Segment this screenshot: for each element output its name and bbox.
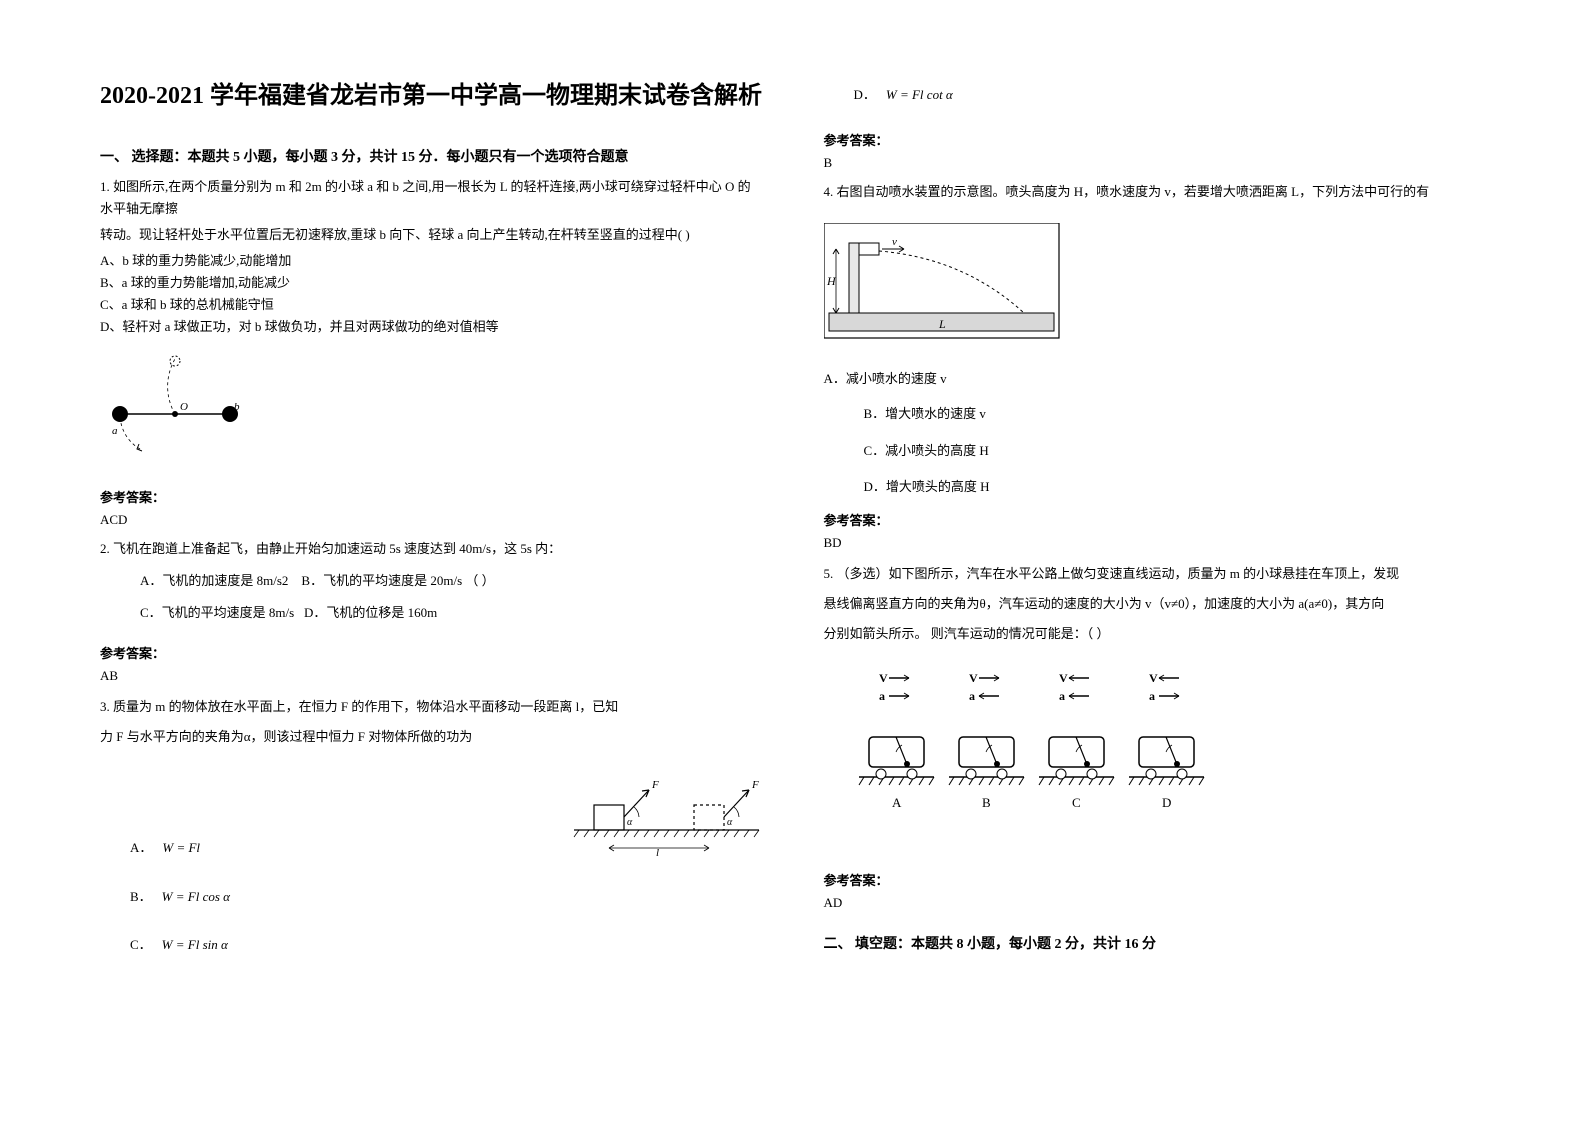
svg-text:D: D xyxy=(1162,795,1171,810)
q1-option-c: C、a 球和 b 球的总机械能守恒 xyxy=(100,294,764,316)
svg-text:B: B xyxy=(982,795,991,810)
q4-answer: BD xyxy=(824,535,1488,551)
right-column: D． W = Fl cot α 参考答案： B 4. 右图自动喷水装置的示意图。… xyxy=(824,80,1488,1082)
q1-option-d: D、轻杆对 a 球做正功，对 b 球做负功，并且对两球做功的绝对值相等 xyxy=(100,316,764,338)
q3-stem-1: 3. 质量为 m 的物体放在水平面上，在恒力 F 的作用下，物体沿水平面移动一段… xyxy=(100,694,764,720)
q4-option-a: A．减小喷水的速度 v xyxy=(824,368,1488,390)
q5-stem-1: 5. （多选）如下图所示，汽车在水平公路上做匀变速直线运动，质量为 m 的小球悬… xyxy=(824,561,1488,587)
q3-optA-label: A． xyxy=(130,838,152,859)
section-1-header: 一、 选择题：本题共 5 小题，每小题 3 分，共计 15 分．每小题只有一个选… xyxy=(100,146,764,166)
q2-answer: AB xyxy=(100,668,764,684)
q3-diagram: F α F α xyxy=(564,770,764,865)
q3-option-c: C． W = Fl sin α xyxy=(130,935,764,956)
q1-stem-1: 1. 如图所示,在两个质量分别为 m 和 2m 的小球 a 和 b 之间,用一根… xyxy=(100,176,764,220)
q3-option-b: B． W = Fl cos α xyxy=(130,887,764,908)
q4-option-c: C．减小喷头的高度 H xyxy=(864,439,1488,464)
svg-text:O: O xyxy=(180,401,188,413)
q4-answer-label: 参考答案： xyxy=(824,510,1488,529)
q3-optB-label: B． xyxy=(130,887,152,908)
svg-text:V: V xyxy=(1059,671,1068,685)
left-column: 2020-2021 学年福建省龙岩市第一中学高一物理期末试卷含解析 一、 选择题… xyxy=(100,80,764,1082)
q2-answer-label: 参考答案： xyxy=(100,643,764,662)
svg-text:l: l xyxy=(656,847,659,859)
svg-text:a: a xyxy=(1059,689,1065,703)
q3-stem-2: 力 F 与水平方向的夹角为α，则该过程中恒力 F 对物体所做的功为 xyxy=(100,724,764,750)
q2-option-c: C．飞机的平均速度是 8m/s xyxy=(140,605,294,620)
q3-answer-label: 参考答案： xyxy=(824,130,1488,149)
q4-option-d: D．增大喷头的高度 H xyxy=(864,475,1488,500)
q1-answer-label: 参考答案： xyxy=(100,487,764,506)
q5-answer-label: 参考答案： xyxy=(824,870,1488,889)
q5-stem-2: 悬线偏离竖直方向的夹角为θ，汽车运动的速度的大小为 v（v≠0），加速度的大小为… xyxy=(824,591,1488,617)
svg-text:a: a xyxy=(1149,689,1155,703)
question-1: 1. 如图所示,在两个质量分别为 m 和 2m 的小球 a 和 b 之间,用一根… xyxy=(100,176,764,339)
q1-stem-2: 转动。现让轻杆处于水平位置后无初速释放,重球 b 向下、轻球 a 向上产生转动,… xyxy=(100,224,764,246)
q2-stem: 2. 飞机在跑道上准备起飞，由静止开始匀加速运动 5s 速度达到 40m/s，这… xyxy=(100,538,764,560)
q3-answer: B xyxy=(824,155,1488,171)
svg-text:F: F xyxy=(651,779,659,791)
q4-diagram: v H L xyxy=(824,223,1488,348)
q5-answer: AD xyxy=(824,895,1488,911)
svg-text:a: a xyxy=(969,689,975,703)
q4-stem: 4. 右图自动喷水装置的示意图。喷头高度为 H，喷水速度为 v，若要增大喷洒距离… xyxy=(824,181,1488,203)
q3-optC-formula: W = Fl sin α xyxy=(162,935,228,956)
svg-text:L: L xyxy=(938,317,946,331)
q2-option-d: D．飞机的位移是 160m xyxy=(304,605,437,620)
question-4: 4. 右图自动喷水装置的示意图。喷头高度为 H，喷水速度为 v，若要增大喷洒距离… xyxy=(824,181,1488,207)
svg-text:H: H xyxy=(826,274,837,288)
q1-answer: ACD xyxy=(100,512,764,528)
page-title: 2020-2021 学年福建省龙岩市第一中学高一物理期末试卷含解析 xyxy=(100,80,764,114)
svg-text:V: V xyxy=(1149,671,1158,685)
q5-stem-3: 分别如箭头所示。 则汽车运动的情况可能是：（ ） xyxy=(824,621,1488,647)
section-2-header: 二、 填空题：本题共 8 小题，每小题 2 分，共计 16 分 xyxy=(824,933,1488,953)
svg-text:a: a xyxy=(112,425,118,437)
q3-optB-formula: W = Fl cos α xyxy=(162,887,230,908)
question-3: 3. 质量为 m 的物体放在水平面上，在恒力 F 的作用下，物体沿水平面移动一段… xyxy=(100,694,764,754)
svg-text:v: v xyxy=(892,236,897,248)
q3-option-d: D． W = Fl cot α xyxy=(854,85,1488,106)
svg-text:C: C xyxy=(1072,795,1081,810)
q1-diagram: O a b xyxy=(100,354,764,469)
svg-text:V: V xyxy=(969,671,978,685)
q2-option-a: A．飞机的加速度是 8m/s2 xyxy=(140,573,288,588)
svg-text:V: V xyxy=(879,671,888,685)
svg-text:b: b xyxy=(234,401,240,413)
q3-option-a: A． W = Fl xyxy=(130,838,200,859)
q1-option-a: A、b 球的重力势能减少,动能增加 xyxy=(100,250,764,272)
svg-text:F: F xyxy=(751,779,759,791)
q3-optA-formula: W = Fl xyxy=(162,838,200,859)
q5-diagram: V a A xyxy=(854,667,1488,852)
q3-optC-label: C． xyxy=(130,935,152,956)
q4-option-b: B．增大喷水的速度 v xyxy=(864,402,1488,427)
svg-text:α: α xyxy=(727,817,733,828)
svg-text:A: A xyxy=(892,795,902,810)
question-2: 2. 飞机在跑道上准备起飞，由静止开始匀加速运动 5s 速度达到 40m/s，这… xyxy=(100,538,764,624)
q2-option-b: B．飞机的平均速度是 20m/s （ ） xyxy=(301,573,494,588)
svg-text:α: α xyxy=(627,817,633,828)
q3-optD-label: D． xyxy=(854,85,876,106)
question-5: 5. （多选）如下图所示，汽车在水平公路上做匀变速直线运动，质量为 m 的小球悬… xyxy=(824,561,1488,651)
q1-option-b: B、a 球的重力势能增加,动能减少 xyxy=(100,272,764,294)
q3-optD-formula: W = Fl cot α xyxy=(886,85,953,106)
svg-text:a: a xyxy=(879,689,885,703)
